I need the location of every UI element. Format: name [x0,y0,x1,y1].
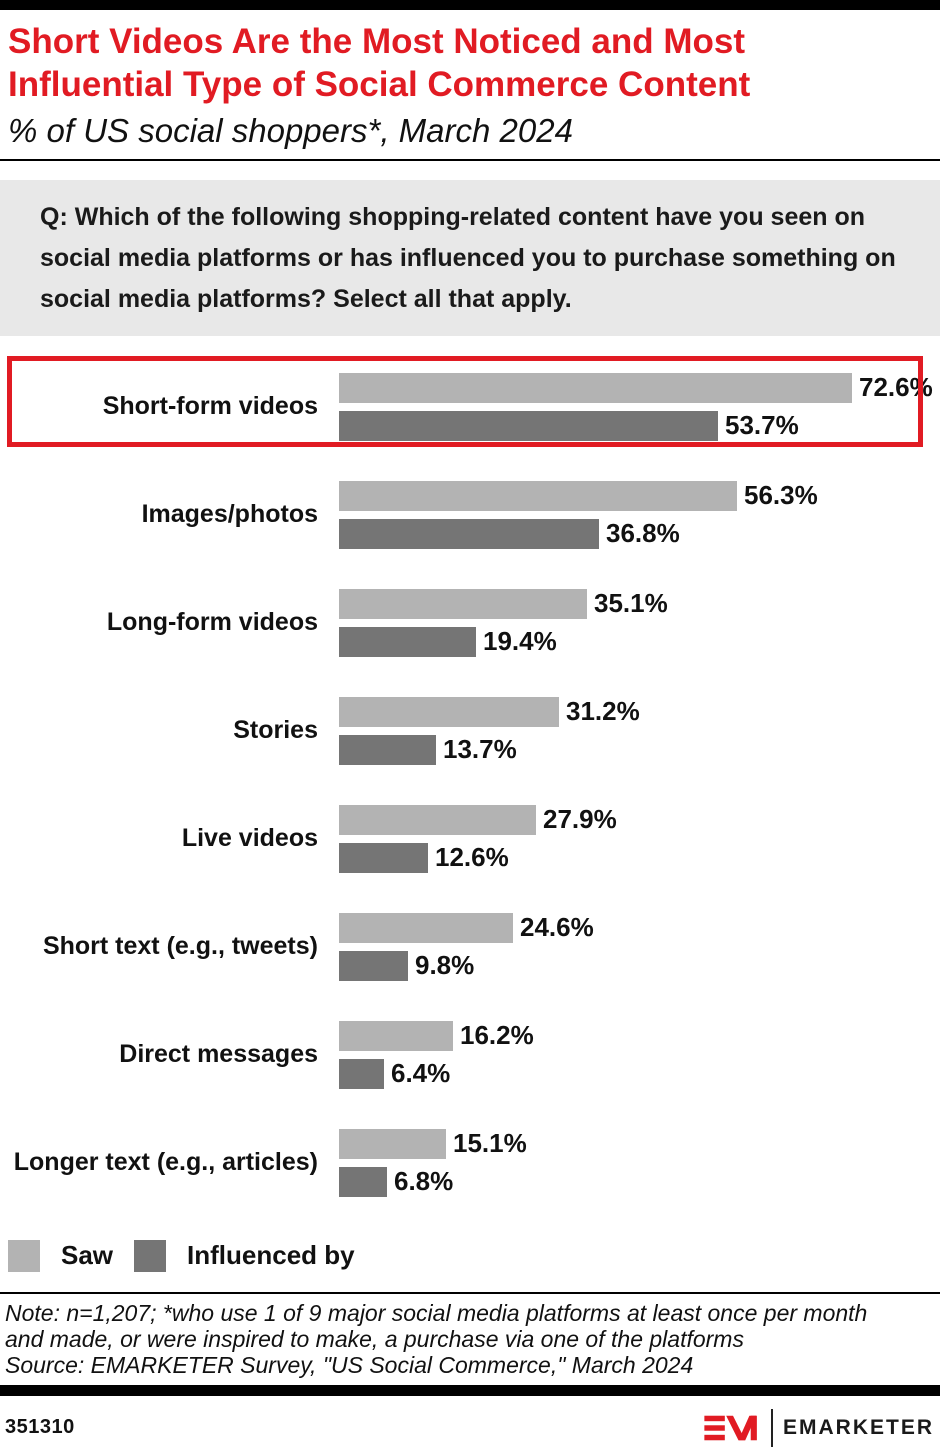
influenced-bar [339,950,408,981]
note-text: Note: n=1,207; *who use 1 of 9 major soc… [5,1299,868,1352]
category-label: Direct messages [119,1040,318,1069]
chart-row: Live videos 27.9% 12.6% [0,804,940,873]
influenced-bar [339,1058,384,1089]
saw-value-label: 24.6% [520,912,594,943]
category-label: Long-form videos [106,608,318,637]
saw-bar-line: 24.6% [339,912,940,943]
influenced-bar [339,734,436,765]
saw-value-label: 31.2% [566,696,640,727]
bottom-row: 351310 EMARKETER [0,1396,940,1450]
saw-bar [339,696,559,727]
category-label: Images/photos [141,500,318,529]
influenced-bar-line: 12.6% [339,842,940,873]
saw-bar-line: 56.3% [339,480,940,511]
page-title: Short Videos Are the Most Noticed and Mo… [8,22,751,105]
chart-row: Images/photos 56.3% 36.8% [0,480,940,549]
question-text: Q: Which of the following shopping-relat… [40,202,896,313]
brand-logo: EMARKETER [703,1406,934,1450]
chart-row: Short-form videos 72.6% 53.7% [0,372,940,441]
influenced-bar [339,518,599,549]
page-subtitle: % of US social shoppers*, March 2024 [8,112,573,150]
influenced-value-label: 12.6% [435,842,509,873]
legend-item-saw: Saw [8,1239,114,1272]
chart-row: Stories 31.2% 13.7% [0,696,940,765]
chart-id: 351310 [5,1416,75,1439]
influenced-bar-line: 6.4% [339,1058,940,1089]
saw-value-label: 35.1% [594,588,668,619]
influenced-bar [339,1166,387,1197]
saw-bar [339,372,852,403]
saw-bar [339,1128,446,1159]
influenced-value-label: 13.7% [443,734,517,765]
bar-pair: 24.6% 9.8% [339,912,940,981]
category-label: Stories [233,716,318,745]
bottom-black-bar [0,1384,940,1396]
bar-pair: 72.6% 53.7% [339,372,940,441]
saw-bar-line: 72.6% [339,372,940,403]
influenced-value-label: 53.7% [725,410,799,441]
bar-pair: 16.2% 6.4% [339,1020,940,1089]
influenced-bar-line: 19.4% [339,626,940,657]
influenced-swatch [134,1239,167,1272]
saw-swatch [8,1239,40,1272]
saw-value-label: 27.9% [543,804,617,835]
source-text: Source: EMARKETER Survey, "US Social Com… [5,1351,694,1378]
category-label: Short-form videos [102,392,318,421]
influenced-bar [339,842,428,873]
bar-chart: Short-form videos 72.6% 53.7% Images/pho… [0,336,940,1197]
category-label: Live videos [181,824,318,853]
bar-pair: 27.9% 12.6% [339,804,940,873]
question-box: Q: Which of the following shopping-relat… [0,179,940,336]
chart-row: Longer text (e.g., articles) 15.1% 6.8% [0,1128,940,1197]
legend: Saw Influenced by [0,1239,940,1272]
saw-bar [339,912,513,943]
category-label: Longer text (e.g., articles) [13,1148,318,1177]
influenced-value-label: 9.8% [415,950,475,981]
saw-bar-line: 15.1% [339,1128,940,1159]
saw-value-label: 15.1% [453,1128,527,1159]
saw-bar-line: 16.2% [339,1020,940,1051]
chart-rows: Short-form videos 72.6% 53.7% Images/pho… [0,372,940,1197]
influenced-bar [339,410,718,441]
legend-item-influenced: Influenced by [134,1239,355,1272]
chart-row: Direct messages 16.2% 6.4% [0,1020,940,1089]
influenced-value-label: 36.8% [606,518,680,549]
saw-bar-line: 35.1% [339,588,940,619]
saw-value-label: 72.6% [859,372,933,403]
influenced-value-label: 6.4% [391,1058,451,1089]
influenced-bar-line: 36.8% [339,518,940,549]
brand-divider [770,1408,773,1447]
saw-bar [339,588,587,619]
saw-bar-line: 31.2% [339,696,940,727]
saw-legend-label: Saw [61,1240,114,1271]
chart-row: Short text (e.g., tweets) 24.6% 9.8% [0,912,940,981]
bar-pair: 31.2% 13.7% [339,696,940,765]
saw-bar [339,804,536,835]
saw-value-label: 16.2% [460,1020,534,1051]
saw-bar [339,480,737,511]
influenced-value-label: 19.4% [483,626,557,657]
bar-pair: 56.3% 36.8% [339,480,940,549]
bar-pair: 15.1% 6.8% [339,1128,940,1197]
influenced-bar-line: 9.8% [339,950,940,981]
footnote-block: Note: n=1,207; *who use 1 of 9 major soc… [0,1291,940,1378]
header: Short Videos Are the Most Noticed and Mo… [0,10,940,161]
saw-value-label: 56.3% [744,480,818,511]
influenced-legend-label: Influenced by [187,1240,355,1271]
influenced-bar-line: 53.7% [339,410,940,441]
influenced-bar-line: 13.7% [339,734,940,765]
saw-bar-line: 27.9% [339,804,940,835]
category-label: Short text (e.g., tweets) [42,932,318,961]
top-black-bar [0,0,940,10]
emarketer-mark-icon [704,1415,757,1440]
influenced-value-label: 6.8% [394,1166,454,1197]
chart-row: Long-form videos 35.1% 19.4% [0,588,940,657]
saw-bar [339,1020,453,1051]
influenced-bar [339,626,476,657]
brand-name: EMARKETER [782,1415,934,1439]
influenced-bar-line: 6.8% [339,1166,940,1197]
bar-pair: 35.1% 19.4% [339,588,940,657]
